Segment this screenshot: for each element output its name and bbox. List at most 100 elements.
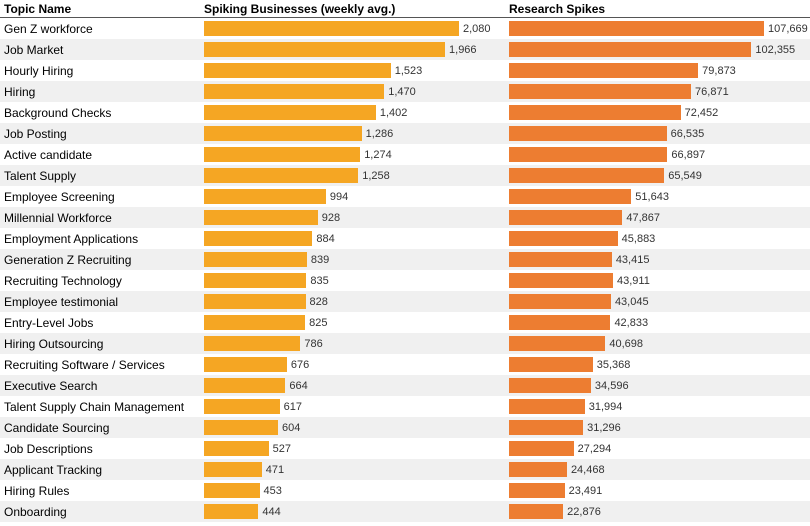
research-bar	[509, 336, 605, 351]
topic-cell: Hiring Outsourcing	[0, 337, 200, 351]
topic-cell: Employee testimonial	[0, 295, 200, 309]
research-value: 45,883	[618, 233, 656, 245]
research-bar	[509, 189, 631, 204]
topic-cell: Executive Search	[0, 379, 200, 393]
research-bar	[509, 42, 751, 57]
spiking-value: 928	[318, 212, 340, 224]
research-value: 66,897	[667, 149, 705, 161]
table-row: Job Market1,966102,355	[0, 39, 810, 60]
spiking-bar	[204, 441, 269, 456]
table-row: Hiring Rules45323,491	[0, 480, 810, 501]
table-row: Employment Applications 884 45,883	[0, 228, 810, 249]
research-cell: 102,355	[505, 39, 810, 60]
spiking-bar	[204, 126, 362, 141]
spiking-value: 994	[326, 191, 348, 203]
spiking-value: 676	[287, 359, 309, 371]
topic-cell: Job Descriptions	[0, 442, 200, 456]
research-cell: 51,643	[505, 186, 810, 207]
spiking-bar	[204, 252, 307, 267]
research-cell: 24,468	[505, 459, 810, 480]
spiking-value: 617	[280, 401, 302, 413]
spiking-value: 1,470	[384, 86, 416, 98]
topic-cell: Hiring	[0, 85, 200, 99]
research-value: 35,368	[593, 359, 631, 371]
research-bar	[509, 126, 667, 141]
research-bar	[509, 84, 691, 99]
topic-cell: Applicant Tracking	[0, 463, 200, 477]
table-row: Background Checks1,40272,452	[0, 102, 810, 123]
table-row: Entry-Level Jobs82542,833	[0, 312, 810, 333]
spiking-bar	[204, 105, 376, 120]
table-row: Job Descriptions52727,294	[0, 438, 810, 459]
header-row: Topic Name Spiking Businesses (weekly av…	[0, 0, 810, 18]
table-row: Active candidate1,27466,897	[0, 144, 810, 165]
research-value: 31,296	[583, 422, 621, 434]
topic-cell: Gen Z workforce	[0, 22, 200, 36]
topic-cell: Employment Applications	[0, 232, 200, 246]
spiking-value: 453	[260, 485, 282, 497]
topic-cell: Millennial Workforce	[0, 211, 200, 225]
spiking-cell: 1,470	[200, 81, 505, 102]
table-row: Executive Search 664 34,596	[0, 375, 810, 396]
header-topic: Topic Name	[0, 2, 200, 16]
research-bar	[509, 294, 611, 309]
table-row: Onboarding44422,876	[0, 501, 810, 522]
spiking-value: 884	[312, 233, 334, 245]
spiking-value: 786	[300, 338, 322, 350]
spiking-bar	[204, 399, 280, 414]
spiking-bar	[204, 315, 305, 330]
research-value: 40,698	[605, 338, 643, 350]
spiking-value: 604	[278, 422, 300, 434]
spiking-cell: 2,080	[200, 18, 505, 39]
research-cell: 66,897	[505, 144, 810, 165]
spiking-bar	[204, 336, 300, 351]
table-row: Generation Z Recruiting83943,415	[0, 249, 810, 270]
topic-cell: Onboarding	[0, 505, 200, 519]
research-bar	[509, 315, 610, 330]
spiking-cell: 1,258	[200, 165, 505, 186]
spiking-value: 664	[285, 380, 307, 392]
topic-cell: Hourly Hiring	[0, 64, 200, 78]
research-cell: 40,698	[505, 333, 810, 354]
research-value: 34,596	[591, 380, 629, 392]
spiking-bar	[204, 483, 260, 498]
table-row: Employee testimonial82843,045	[0, 291, 810, 312]
spiking-cell: 1,402	[200, 102, 505, 123]
topic-cell: Background Checks	[0, 106, 200, 120]
table-row: Hourly Hiring1,523 79,873	[0, 60, 810, 81]
research-cell: 34,596	[505, 375, 810, 396]
research-value: 79,873	[698, 65, 736, 77]
spiking-bar	[204, 504, 258, 519]
research-bar	[509, 462, 567, 477]
research-cell: 66,535	[505, 123, 810, 144]
spiking-cell: 1,286	[200, 123, 505, 144]
spiking-cell: 1,523	[200, 60, 505, 81]
spiking-cell: 786	[200, 333, 505, 354]
research-value: 51,643	[631, 191, 669, 203]
spiking-bar	[204, 168, 358, 183]
spiking-cell: 839	[200, 249, 505, 270]
spiking-bar	[204, 189, 326, 204]
spiking-value: 471	[262, 464, 284, 476]
research-bar	[509, 399, 585, 414]
spiking-cell: 1,966	[200, 39, 505, 60]
research-bar	[509, 63, 698, 78]
research-value: 47,867	[622, 212, 660, 224]
research-cell: 27,294	[505, 438, 810, 459]
spiking-value: 2,080	[459, 23, 491, 35]
spiking-cell: 604	[200, 417, 505, 438]
research-value: 27,294	[574, 443, 612, 455]
research-cell: 65,549	[505, 165, 810, 186]
spiking-bar	[204, 231, 312, 246]
spiking-value: 1,258	[358, 170, 390, 182]
spiking-bar	[204, 210, 318, 225]
research-cell: 47,867	[505, 207, 810, 228]
research-cell: 23,491	[505, 480, 810, 501]
spiking-bar	[204, 378, 285, 393]
research-bar	[509, 147, 667, 162]
table-row: Recruiting Software / Services67635,368	[0, 354, 810, 375]
topic-cell: Talent Supply Chain Management	[0, 400, 200, 414]
research-bar	[509, 420, 583, 435]
research-cell: 76,871	[505, 81, 810, 102]
spiking-cell: 453	[200, 480, 505, 501]
